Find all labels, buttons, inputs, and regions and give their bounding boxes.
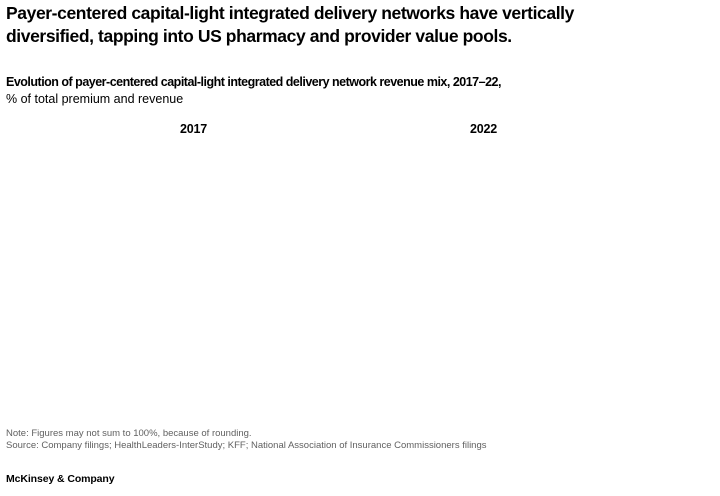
page-title-line-1: Payer-centered capital-light integrated … bbox=[6, 3, 574, 23]
column-label-2022: 2022 bbox=[470, 122, 498, 136]
source-text: Source: Company filings; HealthLeaders-I… bbox=[6, 439, 487, 451]
page-title: Payer-centered capital-light integrated … bbox=[6, 2, 574, 48]
chart-unit-label: % of total premium and revenue bbox=[6, 92, 184, 106]
chart-heading: Evolution of payer-centered capital-ligh… bbox=[6, 74, 501, 108]
chart-subtitle: Evolution of payer-centered capital-ligh… bbox=[6, 75, 501, 89]
mckinsey-brand: McKinsey & Company bbox=[6, 473, 115, 485]
chart-plot-area bbox=[6, 140, 714, 422]
page-title-line-2: diversified, tapping into US pharmacy an… bbox=[6, 26, 512, 46]
note-text: Note: Figures may not sum to 100%, becau… bbox=[6, 428, 252, 439]
footnotes: Note: Figures may not sum to 100%, becau… bbox=[6, 428, 487, 451]
column-label-2017: 2017 bbox=[180, 122, 208, 136]
